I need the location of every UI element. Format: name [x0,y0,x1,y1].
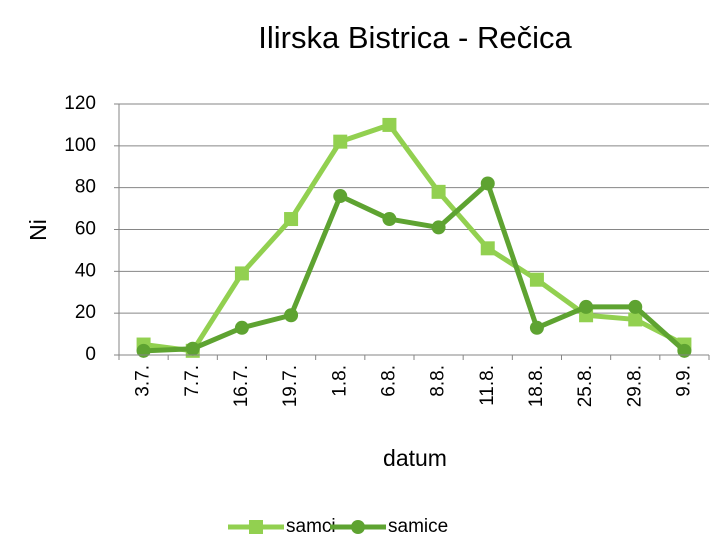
point [382,212,397,227]
point [431,220,446,235]
point [136,343,151,358]
x-tick-label: 9.9. [673,365,694,397]
x-tick-label: 3.7. [133,365,154,397]
x-tick-label: 7.7. [182,365,203,397]
point [529,320,544,335]
point [628,299,643,314]
point [480,241,495,256]
point [284,212,299,227]
point [234,320,249,335]
point [284,308,299,323]
x-tick-label: 18.8. [526,365,547,407]
y-tick-label: 120 [64,93,96,114]
y-axis-label: Ni [25,219,51,241]
point [529,272,544,287]
y-tick-label: 20 [75,302,96,323]
x-tick-label: 1.8. [329,365,350,397]
legend-marker [351,520,365,534]
x-tick-label: 25.8. [575,365,596,407]
y-tick-label: 60 [75,219,96,240]
point [234,266,249,281]
y-tick-label: 100 [64,135,96,156]
x-tick-label: 16.7. [231,365,252,407]
point [333,189,348,204]
x-tick-label: 29.8. [624,365,645,407]
x-tick-label: 8.8. [428,365,449,397]
point [579,299,594,314]
point [677,343,692,358]
y-tick-label: 0 [85,344,96,365]
point [333,134,348,149]
point [628,312,643,327]
y-tick-label: 40 [75,260,96,281]
point [480,176,495,191]
chart-title: Ilirska Bistrica - Rečica [258,20,572,55]
point [382,117,397,132]
legend-label: samice [388,516,448,537]
series-line [143,122,686,354]
y-tick-label: 80 [75,177,96,198]
x-tick-label: 19.7. [280,365,301,407]
x-axis-label: datum [383,445,447,471]
legend-marker [249,520,263,534]
point [185,341,200,356]
x-tick-label: 6.8. [378,365,399,397]
point [431,184,446,199]
series-line [143,180,687,354]
legend-label: samci [286,516,336,537]
x-tick-label: 11.8. [477,365,498,406]
